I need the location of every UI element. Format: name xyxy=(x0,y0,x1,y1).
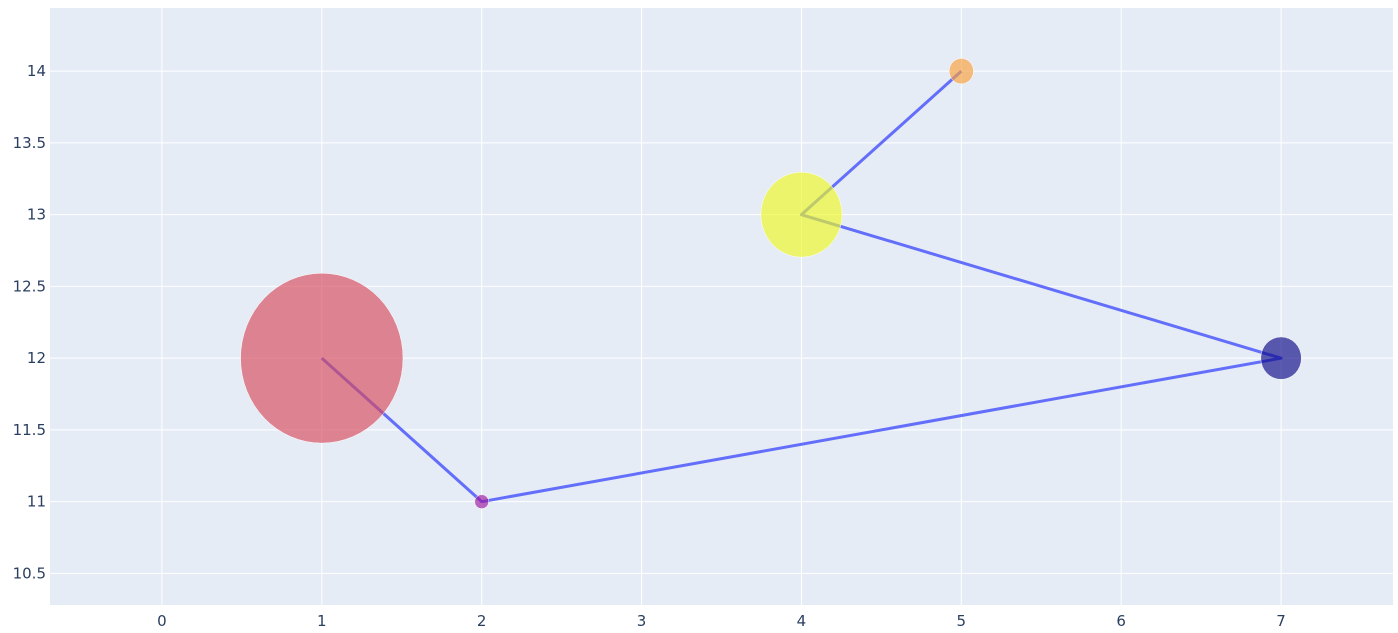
x-tick-label: 7 xyxy=(1276,612,1286,630)
y-tick-label: 12.5 xyxy=(13,277,46,295)
x-tick-label: 6 xyxy=(1116,612,1126,630)
x-tick-label: 3 xyxy=(637,612,647,630)
x-tick-label: 2 xyxy=(477,612,487,630)
bubble-marker[interactable] xyxy=(240,272,404,444)
x-axis-ticks: 0 1 2 3 4 5 6 7 xyxy=(157,612,1286,630)
y-axis-ticks: 10.5 11 11.5 12 12.5 13 13.5 14 xyxy=(13,62,46,582)
y-tick-label: 12 xyxy=(27,349,46,367)
x-tick-label: 1 xyxy=(317,612,327,630)
y-tick-label: 11 xyxy=(27,493,46,511)
x-tick-label: 5 xyxy=(957,612,967,630)
x-tick-label: 4 xyxy=(797,612,807,630)
y-tick-label: 13.5 xyxy=(13,134,46,152)
bubble-marker[interactable] xyxy=(760,171,843,258)
bubble-marker[interactable] xyxy=(948,58,974,85)
bubble-marker[interactable] xyxy=(1260,336,1302,380)
x-tick-label: 0 xyxy=(157,612,167,630)
bubble-marker[interactable] xyxy=(474,494,489,509)
plot-background xyxy=(50,8,1393,605)
y-tick-label: 14 xyxy=(27,62,46,80)
y-tick-label: 10.5 xyxy=(13,564,46,582)
y-tick-label: 11.5 xyxy=(13,421,46,439)
markers xyxy=(240,58,1302,509)
y-tick-label: 13 xyxy=(27,206,46,224)
